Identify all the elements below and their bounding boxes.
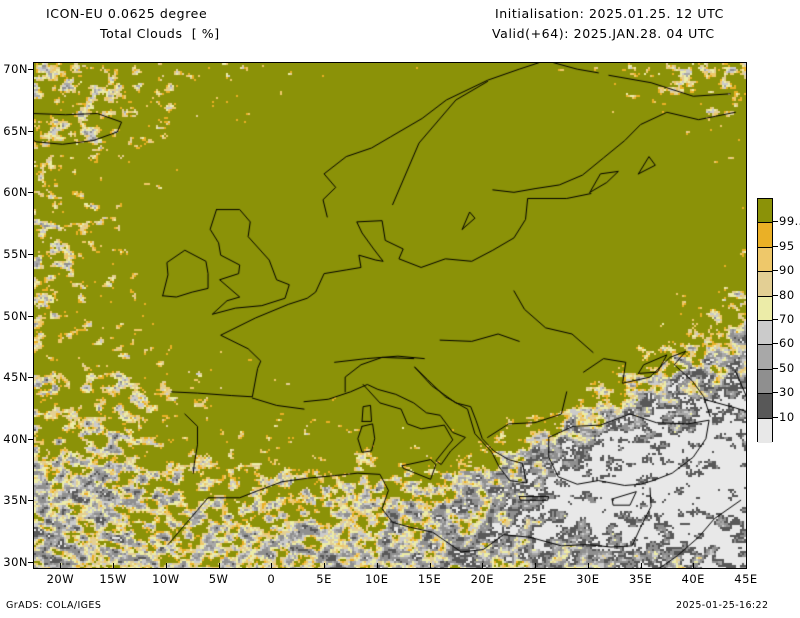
x-axis-tick-mark <box>324 563 326 568</box>
x-axis-tick-mark <box>113 563 115 568</box>
header-valid-time: Valid(+64): 2025.JAN.28. 04 UTC <box>492 26 715 41</box>
colorbar-tick-label: 99.5 <box>779 214 800 229</box>
header-model-title: ICON-EU 0.0625 degree <box>46 6 208 21</box>
colorbar-tick-mark <box>773 270 778 272</box>
colorbar-tick-mark <box>773 221 778 223</box>
x-axis-tick-label: 25E <box>523 572 547 586</box>
colorbar-tick-mark <box>773 416 778 418</box>
map-plot-area[interactable] <box>33 62 747 569</box>
y-axis-tick-label: 30N <box>3 554 28 569</box>
colorbar-tick-mark <box>773 319 778 320</box>
y-axis-tick-label: 35N <box>3 493 28 508</box>
colorbar-tick-label: 90 <box>779 263 795 278</box>
x-axis-tick-mark <box>165 563 167 568</box>
y-axis-tick-label: 55N <box>3 246 28 261</box>
x-axis-tick-label: 35E <box>628 572 653 586</box>
x-axis-tick-label: 20E <box>470 572 494 586</box>
x-axis-tick-mark <box>482 563 484 568</box>
y-axis-tick-mark <box>28 377 33 379</box>
y-axis-tick-mark <box>28 561 33 563</box>
x-axis-tick-mark <box>746 563 747 568</box>
x-axis-tick-mark <box>429 563 431 568</box>
colorbar-tick-label: 80 <box>779 287 795 302</box>
x-axis-tick-label: 45E <box>734 572 758 586</box>
colorbar-segment-grey <box>758 345 772 370</box>
colorbar-tick-label: 95 <box>779 238 795 253</box>
cloud-cover-heatmap <box>34 63 746 568</box>
header-initialisation: Initialisation: 2025.01.25. 12 UTC <box>495 6 724 21</box>
y-axis-tick-mark <box>28 438 33 440</box>
x-axis-tick-label: 5W <box>208 572 229 586</box>
x-axis-tick-mark <box>60 563 62 568</box>
x-axis-tick-mark <box>693 563 695 568</box>
colorbar-segment-light-orange <box>758 247 772 273</box>
x-axis-tick-label: 10E <box>365 572 389 586</box>
colorbar-tick-label: 50 <box>779 360 795 375</box>
x-axis-tick-mark <box>376 563 378 568</box>
y-axis-tick-label: 65N <box>3 123 28 138</box>
colorbar-tick-mark <box>773 392 778 394</box>
colorbar-tick-mark <box>773 367 778 369</box>
x-axis-tick-mark <box>640 563 642 568</box>
colorbar-segment-pale-yellow <box>758 296 772 321</box>
y-axis-tick-label: 70N <box>3 62 28 77</box>
colorbar-segment-tan <box>758 272 772 297</box>
header-field-title: Total Clouds [ %] <box>100 26 220 41</box>
y-axis-tick-mark <box>28 130 33 132</box>
y-axis-tick-mark <box>28 253 33 255</box>
x-axis-tick-mark <box>218 563 220 568</box>
footer-credit: GrADS: COLA/IGES <box>6 600 102 611</box>
x-axis-tick-label: 0 <box>267 572 276 586</box>
colorbar-tick-label: 70 <box>779 312 795 326</box>
x-axis-tick-label: 15E <box>417 572 442 586</box>
x-axis-tick-label: 10W <box>152 572 180 586</box>
y-axis-tick-label: 45N <box>3 370 28 385</box>
colorbar-segment-olive <box>758 199 772 224</box>
y-axis-tick-mark <box>28 69 33 71</box>
colorbar-tick-label: 60 <box>779 336 795 351</box>
colorbar-segment-dark-grey <box>758 394 772 419</box>
x-axis-tick-label: 15W <box>99 572 127 586</box>
colorbar-tick-label: 30 <box>779 385 795 400</box>
y-axis-tick-label: 60N <box>3 185 28 200</box>
colorbar-segment-light-grey <box>758 320 772 346</box>
colorbar <box>757 198 773 443</box>
colorbar-tick-mark <box>773 343 778 345</box>
y-axis-tick-mark <box>28 500 33 502</box>
x-axis-tick-label: 30E <box>576 572 600 586</box>
y-axis-tick-mark <box>28 192 33 194</box>
colorbar-tick-mark <box>773 294 778 296</box>
x-axis-tick-label: 5E <box>316 572 332 586</box>
x-axis-tick-mark <box>271 563 273 568</box>
x-axis-tick-mark <box>587 563 589 568</box>
y-axis-tick-label: 50N <box>3 308 28 323</box>
x-axis-tick-label: 20W <box>46 572 75 586</box>
colorbar-segment-orange <box>758 223 772 248</box>
colorbar-tick-label: 10 <box>779 409 795 424</box>
colorbar-segment-clear-white <box>758 418 772 443</box>
x-axis-tick-mark <box>535 563 537 568</box>
y-axis-tick-label: 40N <box>3 431 28 446</box>
colorbar-tick-mark <box>773 245 778 247</box>
colorbar-segment-mid-grey <box>758 369 772 395</box>
footer-timestamp: 2025-01-25-16:22 <box>676 600 769 611</box>
x-axis-tick-label: 40E <box>681 572 705 586</box>
y-axis-tick-mark <box>28 315 33 317</box>
